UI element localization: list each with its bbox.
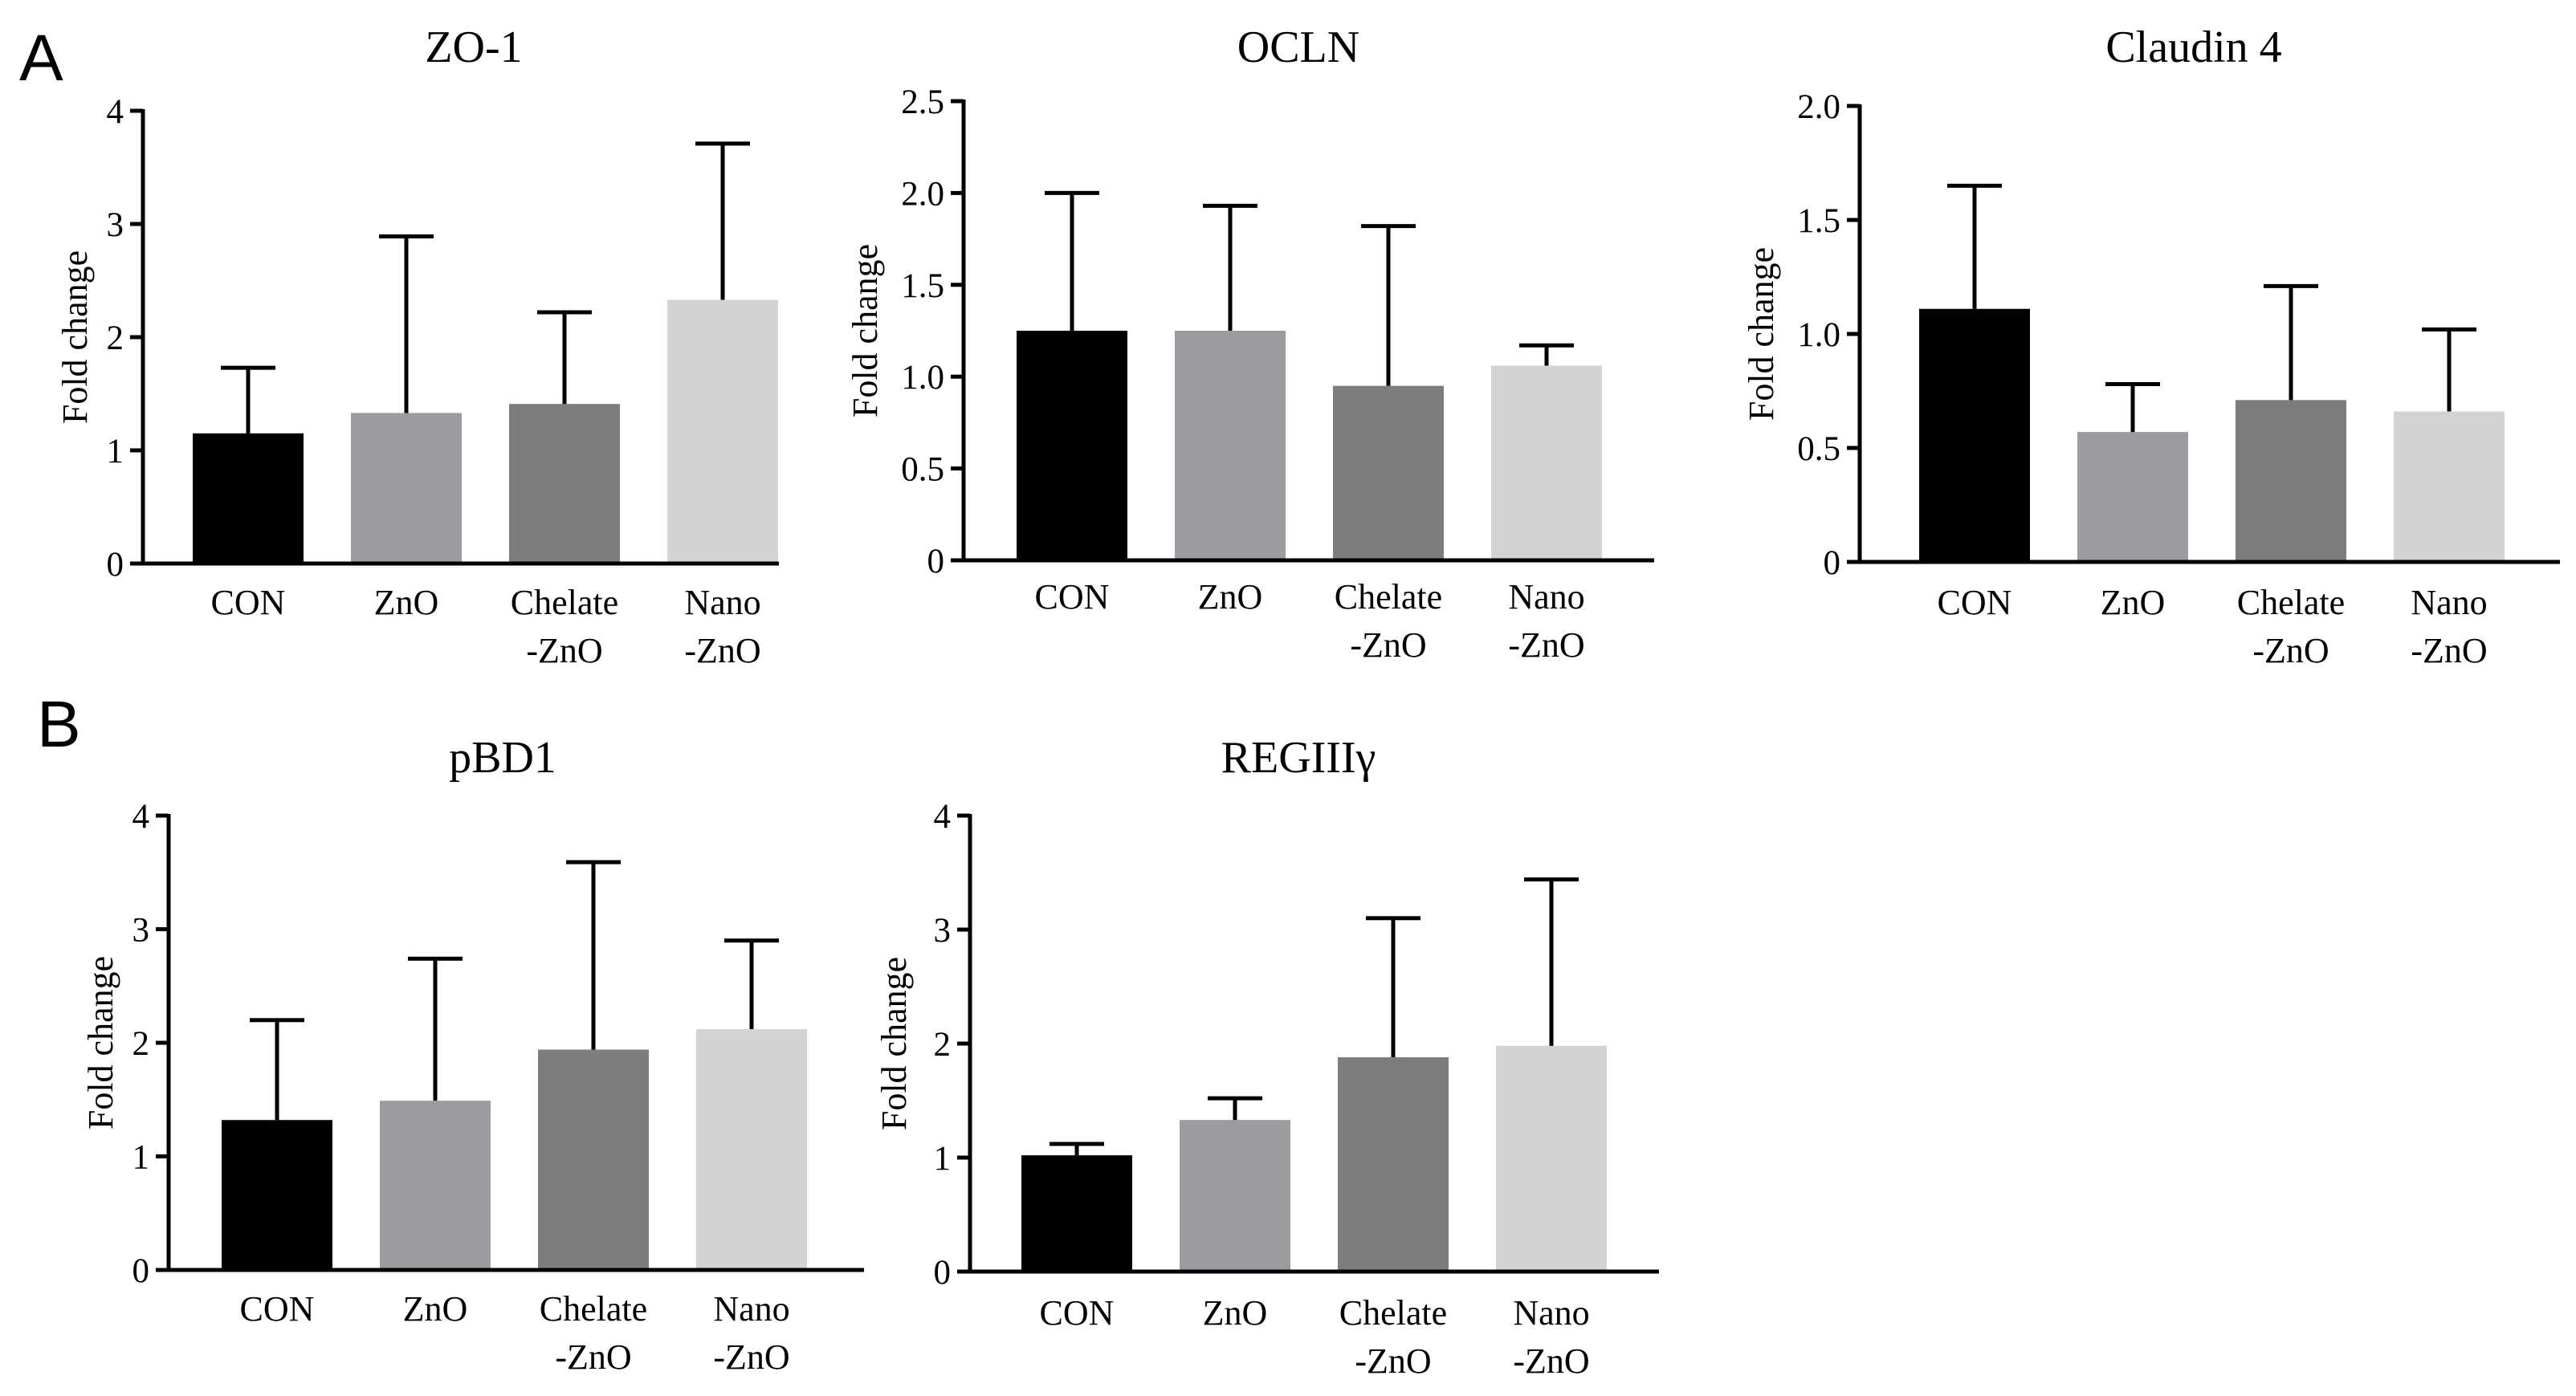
category-label: -ZnO	[713, 1337, 789, 1377]
category-label: Chelate	[1335, 577, 1442, 617]
category-label: -ZnO	[1355, 1341, 1431, 1381]
y-tick-label: 4	[934, 798, 952, 836]
bar-nano-zno	[1491, 365, 1602, 560]
y-tick-label: 2.5	[901, 83, 944, 121]
category-label: Nano	[713, 1289, 789, 1329]
bar-chelate-zno	[538, 1049, 649, 1270]
category-label: -ZnO	[1508, 625, 1584, 665]
y-tick-label: 1.5	[1797, 202, 1840, 240]
y-tick-label: 0	[132, 1252, 150, 1290]
y-tick-label: 2	[934, 1026, 952, 1064]
category-label: -ZnO	[684, 631, 760, 670]
y-axis-label: Fold change	[874, 957, 914, 1130]
y-tick-label: 1.0	[1797, 316, 1840, 354]
category-label: Chelate	[540, 1289, 647, 1329]
category-label: Nano	[1508, 577, 1584, 617]
bar-zno	[1175, 331, 1286, 560]
y-axis-label: Fold change	[81, 956, 120, 1129]
bar-con	[1017, 331, 1127, 560]
category-label: ZnO	[1203, 1293, 1268, 1333]
y-axis-label: Fold change	[55, 250, 95, 424]
y-tick-label: 4	[107, 93, 124, 131]
chart-3: pBD1 Fold change CON ZnO Chelate -ZnO Nano -ZnO…	[81, 733, 864, 1377]
chart-title: REGIIIγ	[1221, 733, 1376, 783]
category-label: ZnO	[1198, 577, 1263, 617]
bar-zno	[1180, 1120, 1290, 1272]
bar-chelate-zno	[2236, 400, 2346, 562]
category-label: CON	[1040, 1293, 1115, 1333]
y-tick-label: 0.5	[1797, 430, 1840, 468]
bar-con	[222, 1120, 332, 1270]
y-tick-label: 1	[132, 1139, 150, 1177]
chart-title: Claudin 4	[2105, 22, 2281, 72]
y-tick-label: 0	[934, 1254, 952, 1292]
y-tick-label: 1	[107, 433, 124, 470]
bar-nano-zno	[667, 299, 778, 564]
y-tick-label: 2.0	[901, 175, 944, 213]
category-label: CON	[240, 1289, 315, 1329]
category-label: ZnO	[374, 583, 439, 622]
bar-zno	[380, 1101, 491, 1270]
bar-chelate-zno	[1333, 385, 1444, 560]
bar-nano-zno	[1496, 1045, 1607, 1272]
chart-0: ZO-1 Fold change CON ZnO Chelate -ZnO Nano -ZnO…	[55, 22, 779, 670]
bar-zno	[2077, 432, 2188, 562]
y-tick-label: 0	[1824, 544, 1841, 582]
bar-chelate-zno	[509, 404, 620, 564]
y-tick-label: 0	[107, 546, 124, 584]
category-label: Nano	[2411, 583, 2487, 622]
y-axis-label: Fold change	[846, 244, 885, 417]
y-tick-label: 2	[107, 319, 124, 357]
bar-con	[1021, 1155, 1132, 1272]
category-label: ZnO	[403, 1289, 468, 1329]
y-tick-label: 1	[934, 1140, 952, 1178]
category-label: -ZnO	[555, 1337, 631, 1377]
charts-group: ZO-1 Fold change CON ZnO Chelate -ZnO Nano -ZnO…	[55, 22, 2560, 1381]
y-tick-label: 4	[132, 798, 150, 836]
category-label: -ZnO	[1350, 625, 1426, 665]
y-tick-label: 1.0	[901, 359, 944, 397]
chart-title: pBD1	[449, 733, 556, 783]
chart-title: ZO-1	[425, 22, 522, 72]
y-tick-label: 3	[107, 206, 124, 244]
bar-zno	[351, 413, 462, 564]
category-label: -ZnO	[526, 631, 602, 670]
bar-nano-zno	[2394, 411, 2505, 562]
category-label: -ZnO	[2252, 631, 2329, 670]
bar-con	[1919, 308, 2030, 562]
category-label: Nano	[1513, 1293, 1589, 1333]
y-axis-label: Fold change	[1742, 247, 1781, 421]
bar-chelate-zno	[1338, 1057, 1449, 1272]
category-label: -ZnO	[2411, 631, 2487, 670]
category-label: CON	[1035, 577, 1110, 617]
bar-nano-zno	[696, 1029, 807, 1270]
panel-label-b: B	[37, 688, 81, 761]
y-tick-label: 0.5	[901, 451, 944, 489]
category-label: CON	[1938, 583, 2012, 622]
y-tick-label: 3	[934, 912, 952, 950]
y-tick-label: 0	[927, 543, 945, 580]
y-tick-label: 2	[132, 1025, 150, 1063]
category-label: Chelate	[2237, 583, 2345, 622]
panel-label-a: A	[19, 22, 63, 95]
category-label: ZnO	[2101, 583, 2166, 622]
chart-2: Claudin 4 Fold change CON ZnO Chelate -ZnO Nan…	[1742, 22, 2560, 670]
chart-title: OCLN	[1237, 22, 1359, 72]
bar-con	[193, 433, 304, 564]
y-tick-label: 3	[132, 912, 150, 950]
y-tick-label: 2.0	[1797, 88, 1840, 126]
category-label: Nano	[684, 583, 760, 622]
category-label: Chelate	[511, 583, 618, 622]
category-label: CON	[211, 583, 286, 622]
category-label: Chelate	[1339, 1293, 1447, 1333]
category-label: -ZnO	[1513, 1341, 1589, 1381]
chart-4: REGIIIγ Fold change CON ZnO Chelate -ZnO Nano -…	[874, 733, 1659, 1381]
y-tick-label: 1.5	[901, 267, 944, 305]
chart-1: OCLN Fold change CON ZnO Chelate -ZnO Nano -ZnO…	[846, 22, 1654, 665]
